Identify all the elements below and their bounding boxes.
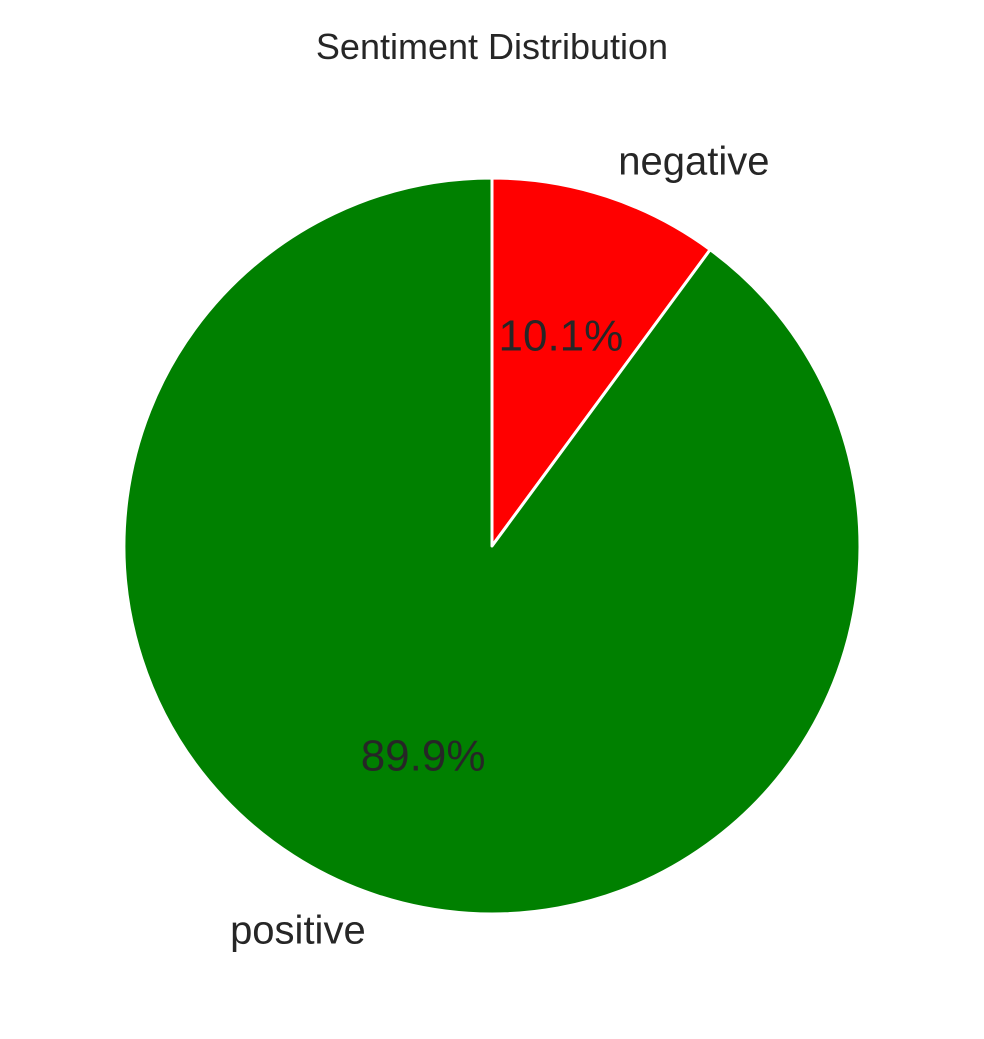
pct-label-positive: 89.9% [361,731,486,780]
slice-label-positive: positive [230,909,366,953]
pie-slice-negative [490,176,712,548]
pie-slice-positive [122,176,862,916]
pie-labels: negative 10.1% positive 89.9% [230,139,769,952]
chart-title: Sentiment Distribution [316,26,668,67]
pct-label-negative: 10.1% [499,312,624,361]
pie-slices [122,176,862,916]
slice-label-negative: negative [618,139,769,183]
